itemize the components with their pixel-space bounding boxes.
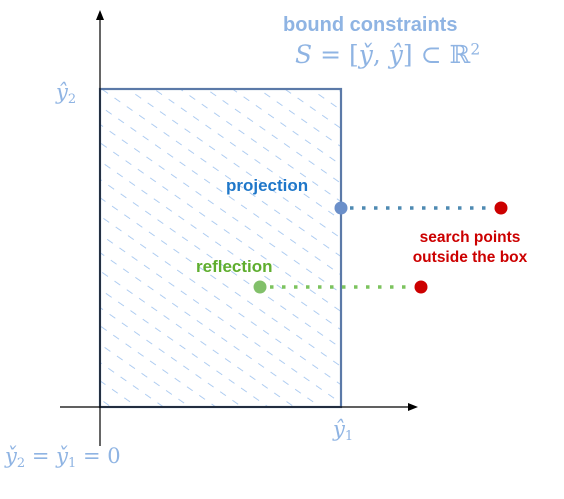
formula-subset: ⊂ bbox=[420, 40, 442, 69]
title-text: bound constraints bbox=[283, 14, 458, 36]
origin-value: 0 bbox=[107, 444, 121, 468]
search-point-lower bbox=[414, 280, 428, 294]
formula-equals: = bbox=[320, 40, 342, 69]
search-label-line2: outside the box bbox=[412, 249, 528, 266]
formula-real-space: ℝ bbox=[449, 40, 471, 69]
feasible-box-fill bbox=[100, 89, 341, 407]
formula-power: 2 bbox=[470, 40, 481, 59]
x-upper-symbol: ŷ bbox=[333, 417, 345, 441]
origin-eq2: = bbox=[82, 444, 101, 468]
origin-eq1: = bbox=[31, 444, 50, 468]
x-upper-bound-label: ŷ1 bbox=[333, 417, 353, 444]
origin-b-symbol: y̌ bbox=[56, 444, 69, 468]
origin-b-index: 1 bbox=[68, 456, 77, 472]
reflection-point bbox=[253, 280, 267, 294]
y-upper-index: 2 bbox=[67, 92, 77, 108]
formula-upper-bound: ŷ bbox=[388, 40, 403, 69]
y-upper-symbol: ŷ bbox=[56, 80, 68, 104]
reflection-label: reflection bbox=[196, 257, 273, 276]
search-point-upper bbox=[494, 201, 508, 215]
origin-label: y̌2 = y̌1 = 0 bbox=[5, 444, 121, 471]
origin-a-symbol: y̌ bbox=[5, 444, 17, 468]
origin-a-index: 2 bbox=[16, 456, 26, 472]
search-points-label: search points outside the box bbox=[395, 228, 545, 268]
formula-lower-bound: y̌ bbox=[358, 40, 373, 69]
y-axis-arrowhead bbox=[96, 10, 104, 20]
x-axis-arrowhead bbox=[408, 403, 418, 411]
y-upper-bound-label: ŷ2 bbox=[56, 80, 76, 107]
search-label-line1: search points bbox=[419, 229, 521, 246]
x-upper-index: 1 bbox=[344, 429, 354, 445]
formula-set-name: S bbox=[295, 40, 313, 69]
projection-label: projection bbox=[226, 176, 309, 195]
formula-comma: , bbox=[372, 40, 381, 69]
title-formula: S = [y̌, ŷ] ⊂ ℝ2 bbox=[295, 40, 481, 69]
projection-point bbox=[334, 201, 348, 215]
